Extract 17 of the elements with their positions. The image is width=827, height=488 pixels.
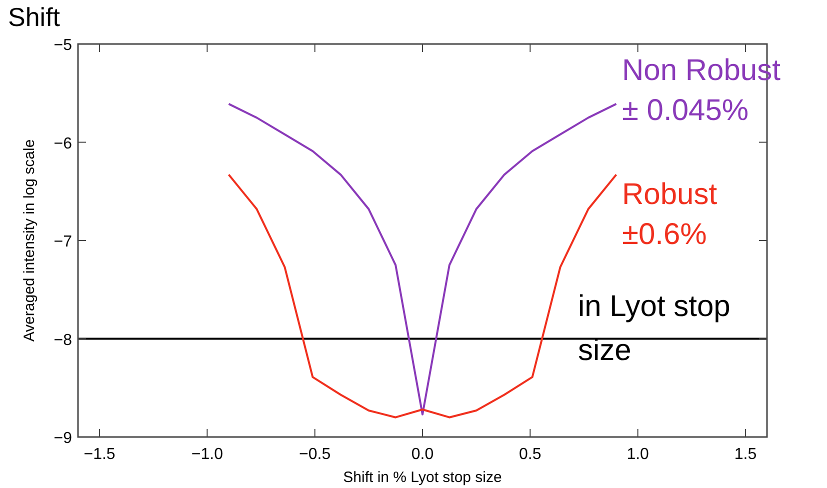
x-tick-label: 1.5 xyxy=(734,446,757,463)
x-tick-label: 1.0 xyxy=(626,446,650,463)
x-tick-label: −1.5 xyxy=(84,446,116,463)
x-tick-label: −1.0 xyxy=(191,446,224,463)
y-tick-label: −6 xyxy=(54,135,72,152)
y-tick-label: −5 xyxy=(54,37,72,54)
text: Shift xyxy=(8,2,61,32)
x-tick-label: 0.5 xyxy=(519,446,542,463)
series-label: Robust ±0.6% xyxy=(622,178,718,251)
annotation: in Lyot stop size xyxy=(578,290,730,367)
x-tick-label: 0.0 xyxy=(411,446,434,463)
y-tick-label: −8 xyxy=(54,332,72,349)
y-tick-label: −9 xyxy=(54,430,72,447)
y-tick-label: −7 xyxy=(54,234,72,250)
y-axis-title: Averaged intensity in log scale xyxy=(21,139,38,342)
x-axis-title: Shift in % Lyot stop size xyxy=(343,469,502,486)
x-tick-label: −0.5 xyxy=(299,446,331,463)
